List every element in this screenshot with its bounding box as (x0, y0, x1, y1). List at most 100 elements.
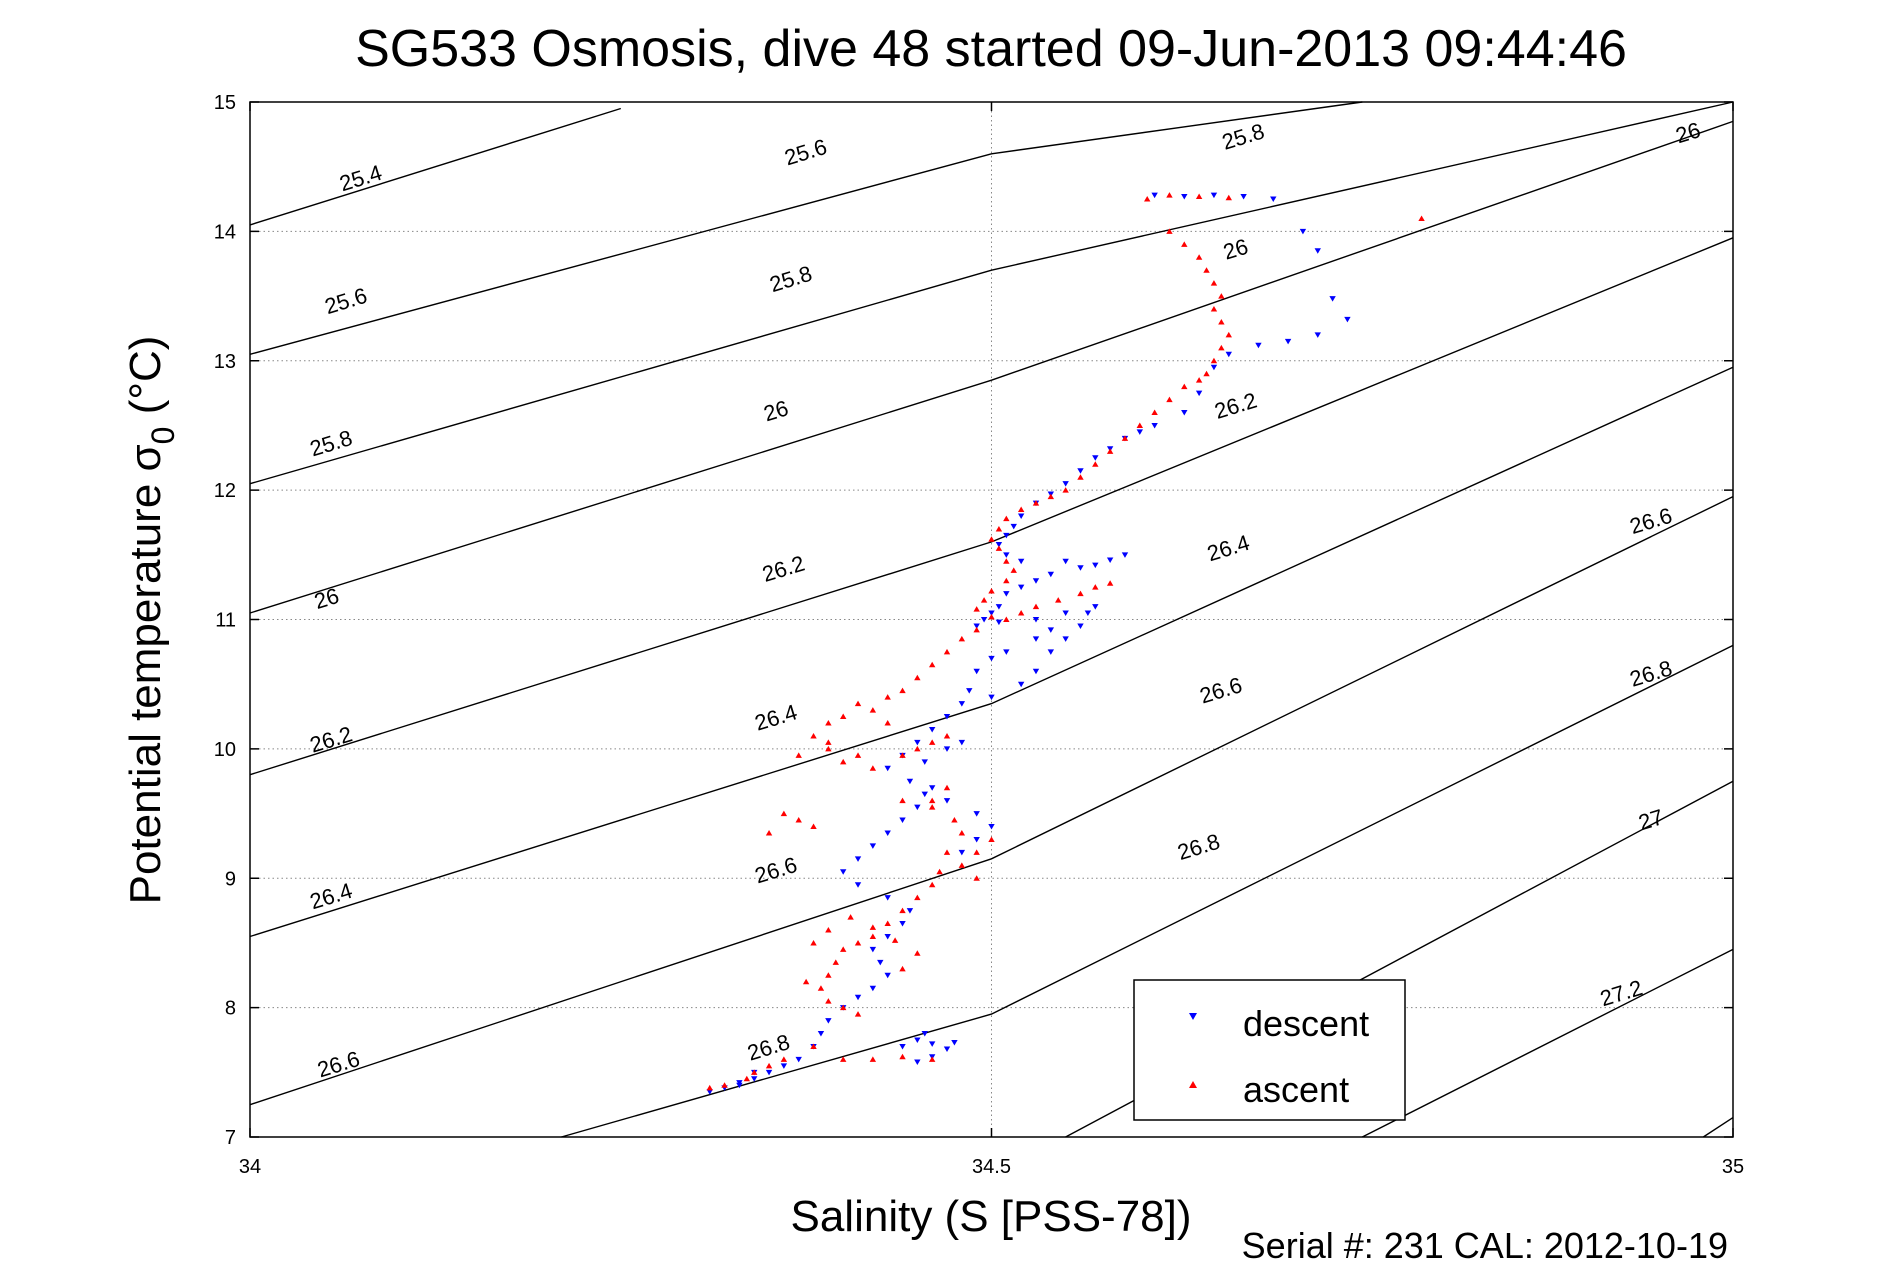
descent-point (1284, 338, 1292, 345)
ascent-point (765, 829, 773, 836)
ascent-point (1225, 331, 1232, 338)
descent-point (906, 778, 914, 785)
ascent-point (1032, 603, 1040, 610)
ascent-point (899, 687, 906, 694)
descent-point (884, 933, 891, 940)
ascent-point (1181, 241, 1188, 247)
ascent-point (721, 1082, 728, 1088)
descent-point (958, 739, 966, 746)
ascent-point (825, 745, 832, 752)
ascent-point (810, 823, 817, 829)
ascent-point (891, 937, 899, 943)
descent-point (765, 1069, 773, 1076)
descent-point (988, 655, 995, 662)
ascent-point (869, 1056, 877, 1062)
contour-line-25.6 (249, 101, 1363, 355)
y-tick-label: 11 (215, 610, 236, 632)
descent-point (943, 714, 951, 720)
ascent-point (958, 862, 966, 868)
descent-point (869, 946, 877, 953)
descent-point (899, 817, 906, 824)
descent-point (795, 1056, 802, 1063)
ascent-point (980, 597, 988, 603)
ascent-point (1003, 558, 1010, 564)
ascent-point (1181, 383, 1188, 390)
ascent-point (795, 817, 802, 823)
ascent-point (869, 765, 877, 771)
ascent-point (840, 1056, 847, 1062)
descent-point (928, 785, 936, 791)
y-tick-label: 8 (225, 998, 236, 1020)
descent-point (1314, 248, 1321, 254)
descent-point (1181, 410, 1188, 416)
ascent-point (1144, 196, 1151, 202)
legend-descent-label: descent (1243, 1003, 1369, 1044)
contour-line-26.8 (561, 644, 1734, 1138)
descent-point (1017, 513, 1025, 519)
descent-point (914, 1037, 921, 1043)
ascent-point (802, 978, 810, 985)
ascent-point (795, 752, 802, 758)
ascent-point (1195, 193, 1203, 199)
ascent-point (1195, 377, 1203, 383)
descent-point (980, 617, 988, 623)
ascent-point (1017, 610, 1025, 616)
ascent-point (825, 720, 832, 726)
descent-point (884, 895, 891, 901)
descent-point (736, 1080, 743, 1086)
descent-point (825, 1018, 832, 1024)
ascent-point (884, 694, 891, 700)
descent-point (854, 856, 862, 862)
ascent-point (884, 920, 891, 927)
contour-line-25.4 (249, 107, 622, 226)
ascent-point (899, 965, 906, 972)
descent-point (899, 921, 906, 927)
descent-point (1255, 342, 1262, 349)
descent-point (854, 994, 862, 1001)
ascent-point (988, 836, 995, 842)
descent-point (1017, 681, 1025, 688)
ascent-point (884, 720, 891, 726)
ascent-point (765, 1062, 773, 1069)
ascent-point (943, 732, 951, 739)
ascent-point (854, 939, 862, 946)
descent-point (958, 849, 966, 856)
ascent-point (1225, 194, 1232, 201)
descent-point (973, 811, 980, 817)
descent-point (914, 739, 921, 746)
ascent-point (914, 950, 921, 956)
descent-point (1003, 532, 1010, 539)
ascent-point (706, 1084, 713, 1091)
descent-point (1047, 571, 1055, 578)
descent-point (1136, 429, 1143, 435)
descent-point (1010, 523, 1017, 530)
descent-point (1032, 636, 1040, 642)
ascent-point (928, 661, 936, 668)
ascent-point (1136, 422, 1143, 428)
contour-line-25.8 (249, 101, 1734, 485)
legend-ascent-marker (1189, 1081, 1197, 1088)
ascent-point (928, 804, 936, 810)
ascent-point (847, 914, 854, 920)
descent-point (884, 972, 891, 979)
ascent-point (988, 613, 995, 620)
ascent-point (958, 829, 966, 836)
ascent-point (825, 927, 832, 933)
descent-point (988, 694, 995, 701)
descent-point (1032, 617, 1040, 623)
ascent-point (973, 875, 980, 881)
ascent-point (1003, 577, 1010, 584)
ascent-point (1003, 616, 1010, 622)
chart-title: SG533 Osmosis, dive 48 started 09-Jun-20… (355, 20, 1627, 78)
ascent-point (928, 881, 936, 888)
contour-line-26.6 (249, 495, 1734, 1106)
descent-point (1106, 557, 1114, 563)
ascent-point (780, 810, 788, 817)
ascent-point (825, 998, 832, 1004)
descent-point (1225, 351, 1232, 358)
descent-point (1344, 316, 1351, 323)
ascent-point (1203, 370, 1210, 377)
descent-point (1151, 192, 1158, 199)
descent-point (706, 1089, 713, 1095)
descent-point (1077, 468, 1084, 474)
